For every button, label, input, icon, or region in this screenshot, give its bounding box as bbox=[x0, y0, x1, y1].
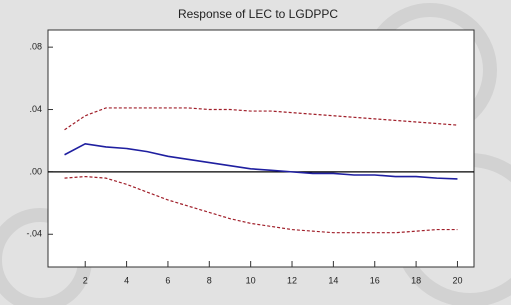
x-tick-label: 20 bbox=[452, 275, 462, 285]
y-tick-label: .04 bbox=[29, 104, 42, 114]
y-tick-label: .00 bbox=[29, 166, 42, 176]
y-tick-label: .08 bbox=[29, 42, 42, 52]
x-tick-label: 14 bbox=[328, 275, 338, 285]
chart: Response of LEC to LGDPPC .08 .04 .00 -.04 2… bbox=[0, 0, 511, 305]
x-tick-label: 16 bbox=[370, 275, 380, 285]
x-tick-label: 10 bbox=[246, 275, 256, 285]
x-tick-label: 8 bbox=[207, 275, 212, 285]
x-tick-label: 4 bbox=[124, 275, 129, 285]
x-tick-label: 12 bbox=[287, 275, 297, 285]
x-tick-label: 6 bbox=[165, 275, 170, 285]
x-tick-label: 2 bbox=[83, 275, 88, 285]
x-tick-label: 18 bbox=[411, 275, 421, 285]
plot-area bbox=[48, 30, 474, 267]
chart-title: Response of LEC to LGDPPC bbox=[178, 7, 338, 21]
y-tick-label: -.04 bbox=[26, 229, 42, 239]
